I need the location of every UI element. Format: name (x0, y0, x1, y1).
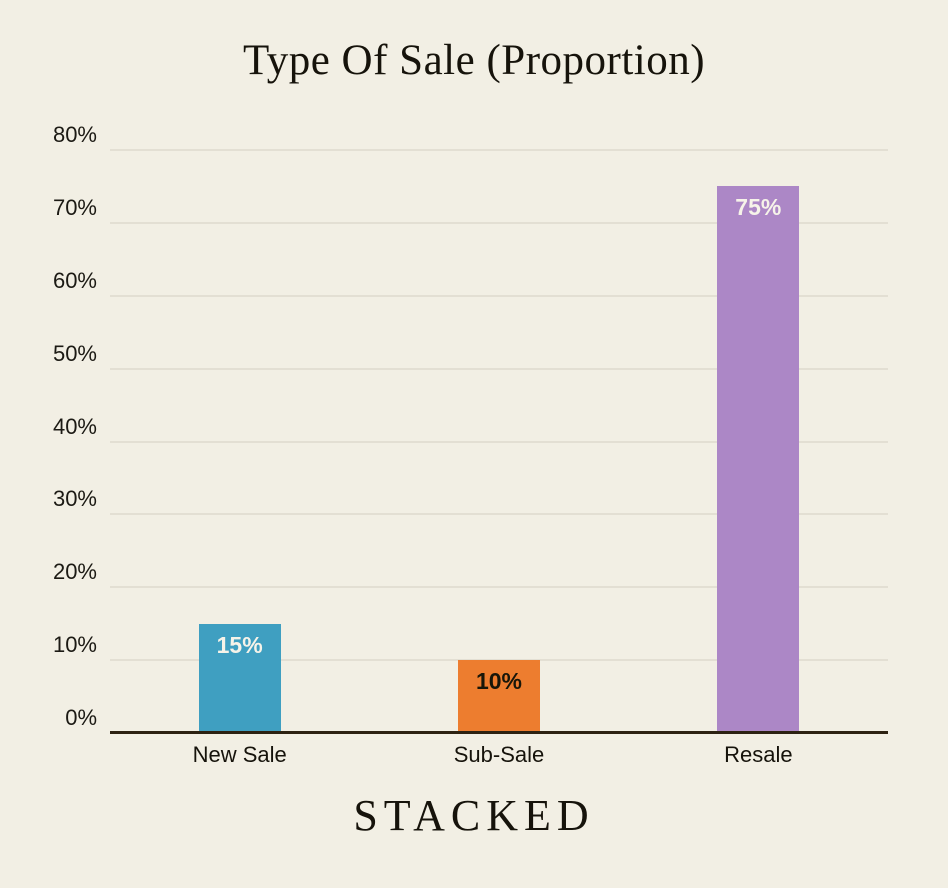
x-axis-label-resale: Resale (724, 742, 793, 767)
x-axis-line (110, 731, 888, 734)
gridline-30 (110, 513, 888, 516)
bar-value-label: 75% (735, 194, 782, 221)
brand-logo: STACKED (353, 791, 595, 840)
x-axis-label-sub-sale: Sub-Sale (453, 742, 545, 767)
chart-title: Type Of Sale (Proportion) (242, 37, 706, 84)
gridline-40 (110, 440, 888, 443)
y-tick-label-50: 50% (52, 340, 97, 366)
bar-value-label: 10% (475, 668, 523, 695)
y-tick-label-70: 70% (52, 194, 97, 220)
bar-sub-sale: 10% (458, 660, 540, 733)
y-tick-label-60: 60% (52, 267, 97, 293)
y-tick-label-20: 20% (52, 559, 97, 585)
y-tick-label-30: 30% (52, 486, 97, 512)
gridline-50 (110, 367, 888, 370)
gridline-70 (110, 221, 888, 224)
gridline-80 (110, 149, 888, 151)
bar-new-sale: 15% (198, 623, 281, 733)
gridline-20 (110, 586, 888, 589)
plot-area: 0% 10% 20% 30% 40% 50% 60% 70% 80% 15% 10% 75% New… (53, 122, 888, 767)
bar-value-label: 15% (216, 631, 263, 658)
bar-resale: 75% (717, 186, 800, 733)
y-tick-label-80: 80% (52, 122, 97, 147)
y-tick-label-10: 10% (52, 632, 97, 658)
x-axis-label-new-sale: New Sale (192, 742, 287, 767)
y-tick-label-40: 40% (52, 413, 97, 439)
y-tick-label-0: 0% (65, 705, 97, 730)
gridline-60 (110, 294, 888, 297)
